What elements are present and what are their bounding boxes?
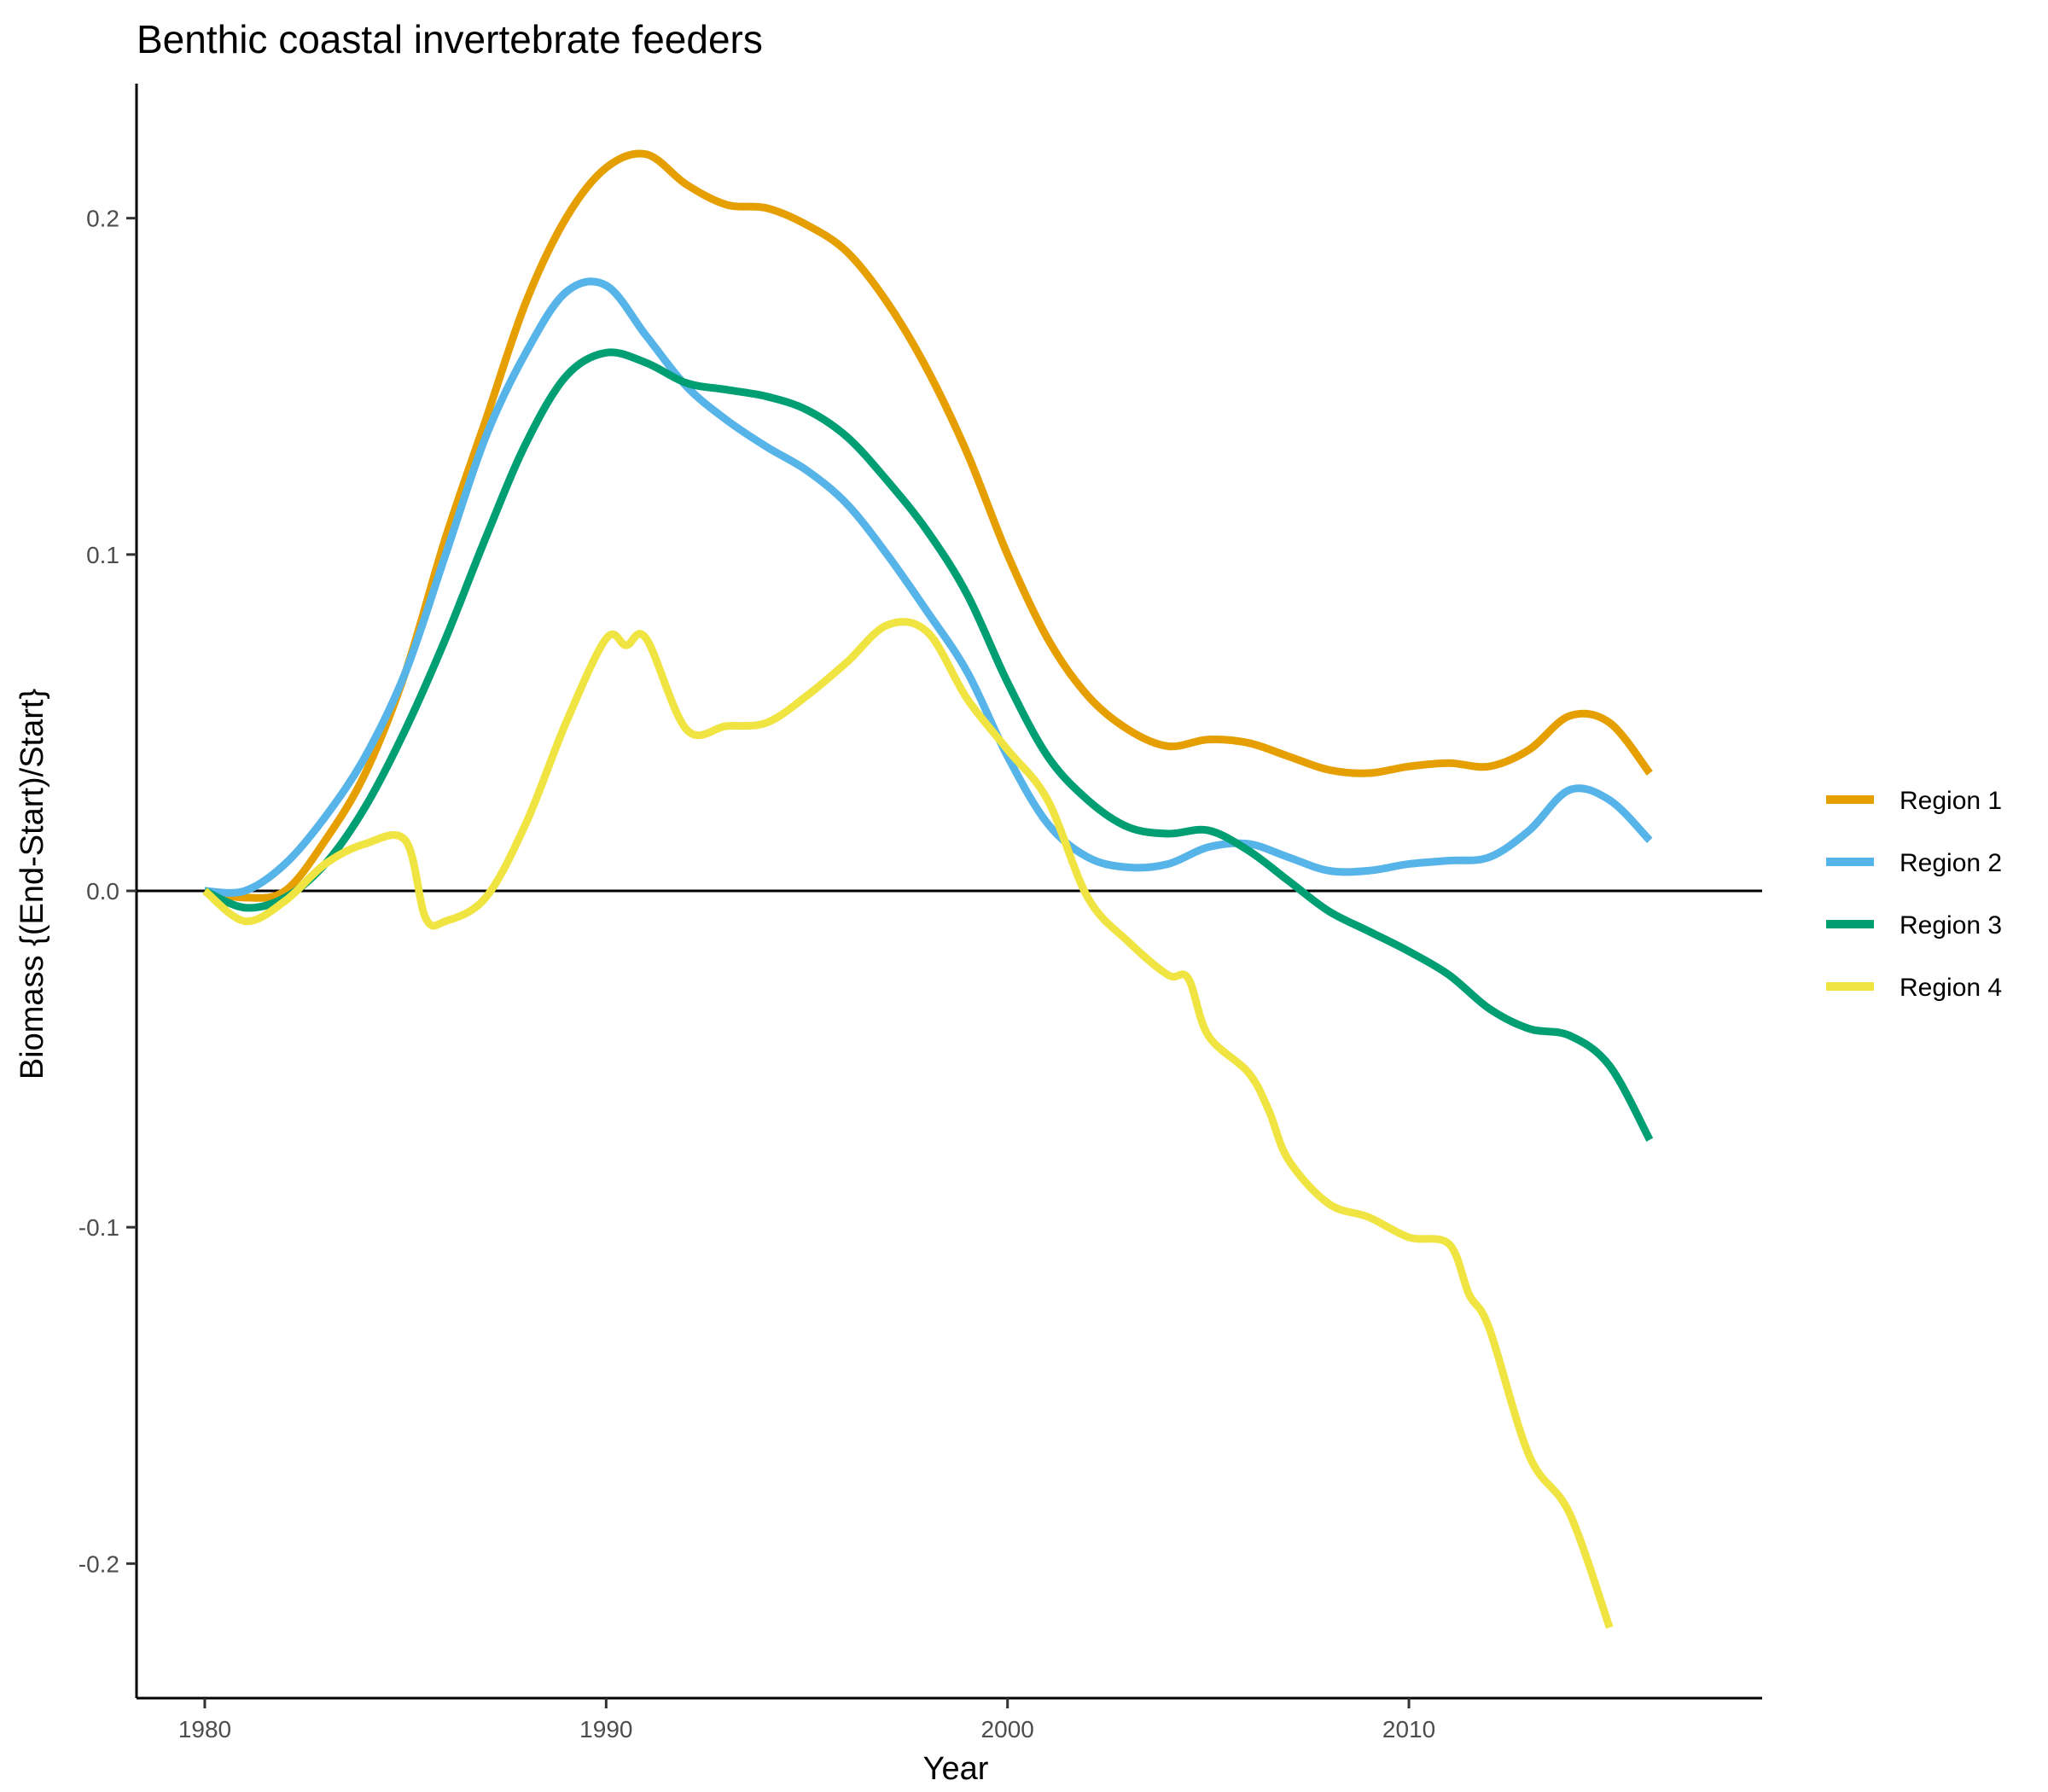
- legend-label-region-2: Region 2: [1900, 849, 2002, 877]
- y-tick-label: 0.1: [86, 542, 119, 568]
- x-tick-label: 2010: [1382, 1716, 1435, 1743]
- x-tick-label: 2000: [981, 1716, 1034, 1743]
- legend-label-region-4: Region 4: [1900, 974, 2002, 1002]
- series-line-region-3: [203, 348, 1654, 1142]
- y-tick-label: -0.1: [79, 1214, 119, 1241]
- series-line-region-4: [202, 618, 1614, 1629]
- y-axis: -0.2 -0.1 0.0 0.1 0.2: [79, 84, 138, 1698]
- series-line-region-1: [204, 149, 1653, 902]
- y-tick-label: 0.0: [86, 878, 119, 905]
- y-axis-title: Biomass {(End-Start)/Start}: [15, 689, 50, 1079]
- y-tick-label: 0.2: [86, 206, 119, 232]
- legend-label-region-3: Region 3: [1900, 911, 2002, 940]
- series-line-region-2: [204, 277, 1653, 897]
- y-tick-label: -0.2: [79, 1551, 119, 1577]
- x-axis: 1980 1990 2000 2010: [137, 1696, 1762, 1743]
- chart-title: Benthic coastal invertebrate feeders: [137, 17, 763, 61]
- legend-label-region-1: Region 1: [1900, 787, 2002, 815]
- x-tick-label: 1980: [178, 1716, 231, 1743]
- x-axis-title: Year: [923, 1751, 989, 1787]
- legend: Region 1 Region 2 Region 3 Region 4: [1826, 787, 2002, 1002]
- plot-area: [137, 149, 1762, 1629]
- x-tick-label: 1990: [579, 1716, 632, 1743]
